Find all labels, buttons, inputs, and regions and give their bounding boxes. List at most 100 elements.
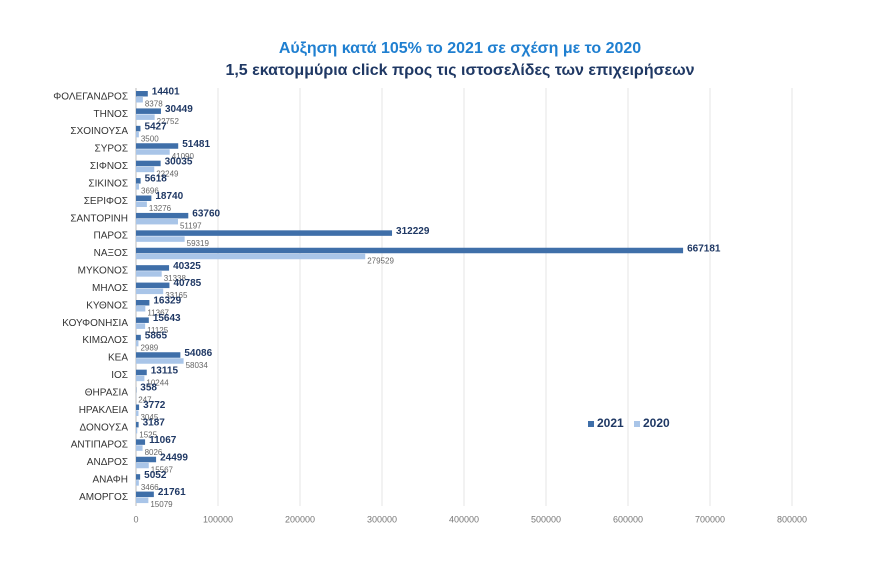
data-label-2020: 59319: [187, 239, 210, 248]
data-label-2021: 358: [140, 383, 157, 394]
data-label-2020: 3696: [141, 187, 159, 196]
bar: [136, 340, 139, 347]
bar: [136, 184, 140, 190]
bar: [136, 236, 185, 242]
data-label-2021: 30035: [165, 156, 193, 167]
data-label-2021: 5865: [145, 330, 168, 341]
y-tick-label: ΣΧΟΙΝΟΥΣΑ: [70, 126, 128, 137]
data-label-2021: 51481: [182, 139, 210, 150]
x-tick-label: 0: [133, 514, 138, 524]
x-tick-label: 300000: [367, 514, 397, 524]
data-label-2020: 41090: [172, 152, 195, 161]
data-label-2020: 22752: [157, 117, 180, 126]
data-label-2020: 13276: [149, 204, 172, 213]
data-label-2021: 5618: [145, 174, 168, 185]
bar: [136, 404, 140, 410]
bar: [136, 201, 147, 207]
bar: [136, 160, 161, 167]
bar: [136, 265, 170, 271]
data-label-2021: 16329: [153, 296, 181, 307]
y-tick-label: ΗΡΑΚΛΕΙΑ: [79, 405, 129, 416]
y-tick-label: ΤΗΝΟΣ: [93, 109, 128, 120]
bar: [136, 445, 143, 451]
bar: [136, 178, 141, 184]
y-tick-label: ΣΥΡΟΣ: [95, 144, 128, 155]
data-label-2021: 5052: [144, 470, 167, 481]
data-label-2020: 51197: [180, 222, 202, 231]
bar: [136, 143, 179, 149]
x-tick-label: 100000: [203, 514, 233, 524]
bar: [136, 166, 155, 173]
bar: [136, 91, 148, 97]
legend-swatch: [634, 421, 640, 427]
y-tick-label: ΘΗΡΑΣΙΑ: [85, 387, 129, 398]
data-label-2021: 63760: [192, 209, 220, 220]
x-tick-label: 600000: [613, 514, 643, 524]
data-label-2020: 22249: [156, 169, 179, 178]
data-label-2020: 8026: [145, 448, 163, 457]
bar: [136, 474, 141, 480]
x-tick-label: 800000: [777, 514, 807, 524]
bar: [136, 334, 141, 341]
y-tick-label: ΑΝΤΙΠΑΡΟΣ: [71, 440, 128, 451]
data-label-2020: 10244: [146, 378, 169, 387]
x-tick-label: 500000: [531, 514, 561, 524]
y-tick-label: ΚΙΜΩΛΟΣ: [82, 335, 128, 346]
data-label-2021: 40785: [173, 278, 201, 289]
data-label-2021: 3772: [143, 400, 166, 411]
data-label-2020: 15567: [151, 465, 174, 474]
data-label-2021: 24499: [160, 452, 188, 463]
bar: [136, 288, 164, 295]
chart-title: Αύξηση κατά 105% το 2021 σε σχέση με το …: [279, 40, 641, 57]
bar: [136, 149, 170, 155]
bar: [136, 480, 139, 486]
bar: [136, 212, 189, 219]
data-label-2021: 54086: [184, 348, 212, 359]
data-label-2021: 5427: [144, 121, 167, 132]
bar: [136, 125, 141, 132]
data-label-2020: 11367: [147, 309, 169, 318]
x-tick-label: 200000: [285, 514, 315, 524]
data-label-2020: 58034: [186, 361, 209, 370]
y-tick-label: ΜΗΛΟΣ: [92, 283, 128, 294]
y-tick-label: ΣΕΡΙΦΟΣ: [84, 196, 128, 207]
legend-swatch: [588, 421, 594, 427]
data-label-2021: 40325: [173, 261, 201, 272]
bar: [136, 253, 366, 260]
bar: [136, 271, 162, 277]
bar: [136, 323, 146, 329]
y-tick-label: ΚΟΥΦΟΝΗΣΙΑ: [62, 318, 128, 329]
bar: [136, 114, 155, 120]
y-tick-label: ΑΜΟΡΓΟΣ: [79, 492, 128, 503]
bar: [136, 300, 150, 306]
data-label-2020: 1525: [139, 431, 157, 440]
data-label-2020: 3466: [141, 483, 159, 492]
bar: [136, 421, 139, 428]
data-label-2021: 312229: [396, 226, 430, 237]
bar: [136, 97, 143, 103]
bar: [136, 195, 152, 201]
legend-label: 2020: [643, 416, 670, 430]
y-tick-label: ΙΟΣ: [111, 370, 128, 381]
bar: [136, 247, 684, 254]
bar: [136, 230, 393, 236]
data-label-2021: 30449: [165, 104, 193, 115]
data-label-2021: 18740: [155, 191, 183, 202]
data-label-2020: 33165: [165, 291, 188, 300]
bar: [136, 352, 181, 358]
y-tick-label: ΣΑΝΤΟΡΙΝΗ: [70, 213, 128, 224]
data-label-2020: 279529: [367, 256, 394, 265]
data-label-2020: 15079: [150, 500, 173, 509]
bar: [136, 317, 149, 323]
y-tick-label: ΣΙΚΙΝΟΣ: [88, 178, 128, 189]
bar: [136, 369, 147, 376]
y-tick-label: ΜΥΚΟΝΟΣ: [78, 266, 128, 277]
data-label-2020: 247: [138, 396, 152, 405]
data-label-2020: 31338: [164, 274, 187, 283]
data-label-2020: 11125: [147, 326, 169, 335]
x-tick-label: 400000: [449, 514, 479, 524]
bar: [136, 491, 154, 498]
data-label-2021: 14401: [152, 87, 180, 98]
y-tick-label: ΠΑΡΟΣ: [93, 231, 128, 242]
